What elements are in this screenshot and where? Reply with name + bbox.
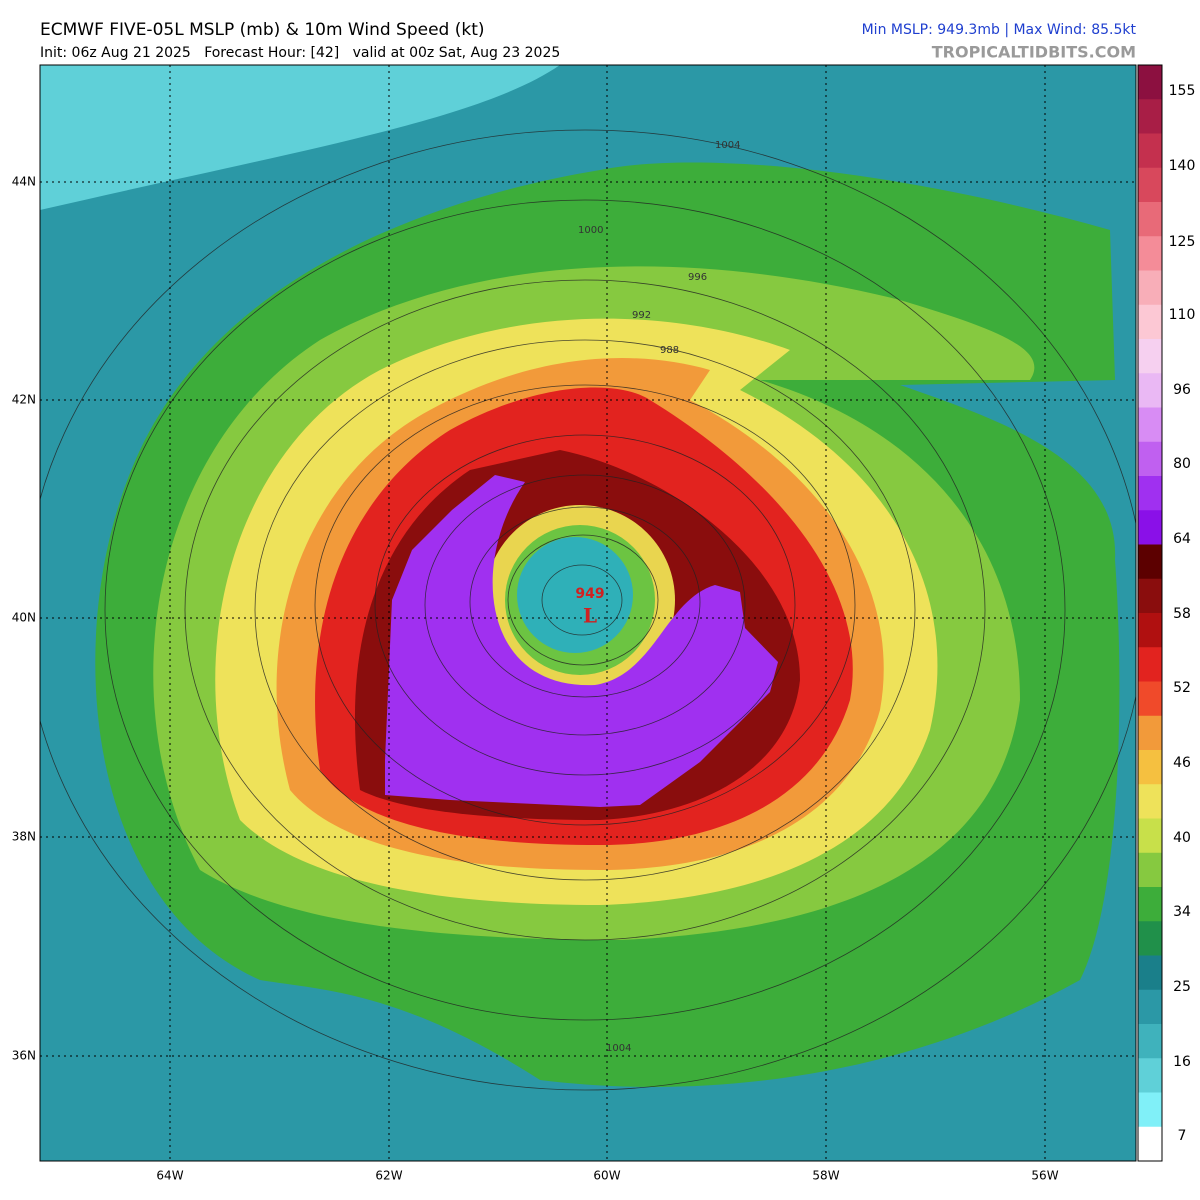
lat-label: 44N (12, 175, 36, 189)
colorbar-swatch (1138, 784, 1162, 819)
isobar-label: 1000 (578, 225, 603, 236)
title: ECMWF FIVE-05L MSLP (mb) & 10m Wind Spee… (40, 20, 485, 40)
map: 1004 1000 996 992 988 1004 949 L (40, 65, 1136, 1161)
colorbar-label: 40 (1173, 830, 1191, 846)
colorbar-swatch (1138, 955, 1162, 991)
colorbar-label: 125 (1169, 234, 1196, 250)
colorbar-swatch (1138, 887, 1162, 922)
colorbar-swatch (1138, 65, 1162, 100)
isobar-label: 988 (660, 345, 679, 356)
colorbar-swatch (1138, 304, 1162, 340)
colorbar-swatch (1138, 681, 1162, 717)
colorbar-swatch (1138, 1126, 1162, 1162)
colorbar-label: 52 (1173, 680, 1191, 696)
colorbar-swatch (1138, 989, 1162, 1025)
colorbar-swatch (1138, 818, 1162, 854)
map-frame (39, 64, 1137, 1162)
isobars (40, 129, 1136, 1091)
colorbar-swatch (1138, 578, 1162, 614)
colorbar-swatch (1138, 476, 1162, 511)
colorbar-label: 140 (1169, 158, 1196, 174)
colorbar-swatch (1138, 202, 1162, 237)
colorbar-swatch (1138, 407, 1162, 443)
lat-label: 38N (12, 830, 36, 844)
lon-label: 56W (1031, 1169, 1058, 1183)
stats: Min MSLP: 949.3mb | Max Wind: 85.5kt (862, 22, 1137, 38)
colorbar-label: 155 (1169, 83, 1196, 99)
colorbar-swatch (1138, 647, 1162, 682)
colorbar-label: 110 (1169, 307, 1196, 323)
colorbar-swatch (1138, 167, 1162, 203)
colorbar-swatch (1138, 715, 1162, 751)
isobar-label: 1004 (606, 1043, 631, 1054)
colorbar-label: 80 (1173, 456, 1191, 472)
colorbar-label: 16 (1173, 1054, 1191, 1070)
colorbar-swatch (1138, 236, 1162, 271)
labels: 44N 42N 40N 38N 36N 64W 62W 60W 58W 56W 155 140 125 1… (12, 83, 1196, 1183)
colorbar-swatch (1138, 921, 1162, 956)
subtitle: Init: 06z Aug 21 2025 Forecast Hour: [42… (40, 45, 560, 61)
center-marker: L (583, 604, 597, 628)
colorbar-swatch (1138, 373, 1162, 408)
colorbar-label: 64 (1173, 531, 1191, 547)
colorbar-swatch (1138, 339, 1162, 374)
colorbar-label: 58 (1173, 606, 1191, 622)
lon-label: 58W (812, 1169, 839, 1183)
colorbar-label: 25 (1173, 979, 1191, 995)
colorbar-swatch (1138, 852, 1162, 888)
lat-label: 36N (12, 1049, 36, 1063)
lon-label: 60W (593, 1169, 620, 1183)
colorbar-frame (1137, 64, 1163, 1162)
colorbar-label: 34 (1173, 904, 1191, 920)
lon-label: 64W (156, 1169, 183, 1183)
colorbar (1137, 64, 1163, 1162)
source: TROPICALTIDBITS.COM (932, 43, 1136, 62)
isobar-label: 996 (688, 272, 707, 283)
colorbar-swatch (1138, 1058, 1162, 1093)
colorbar-label: 7 (1178, 1128, 1187, 1144)
colorbar-swatch (1138, 99, 1162, 134)
lon-label: 62W (375, 1169, 402, 1183)
graticule (40, 65, 1136, 1161)
colorbar-swatch (1138, 510, 1162, 545)
colorbar-swatch (1138, 270, 1162, 306)
colorbar-swatch (1138, 1024, 1162, 1059)
colorbar-label: 96 (1173, 382, 1191, 398)
isobar-label: 992 (632, 310, 651, 321)
colorbar-swatch (1138, 133, 1162, 169)
colorbar-swatch (1138, 441, 1162, 477)
lat-label: 40N (12, 611, 36, 625)
colorbar-swatch (1138, 750, 1162, 785)
isobar-label: 1004 (715, 140, 740, 151)
colorbar-swatch (1138, 613, 1162, 648)
lat-label: 42N (12, 393, 36, 407)
center-pressure: 949 (575, 586, 604, 602)
eye (517, 537, 633, 653)
colorbar-label: 46 (1173, 755, 1191, 771)
colorbar-swatch (1138, 1092, 1162, 1128)
colorbar-swatch (1138, 544, 1162, 580)
